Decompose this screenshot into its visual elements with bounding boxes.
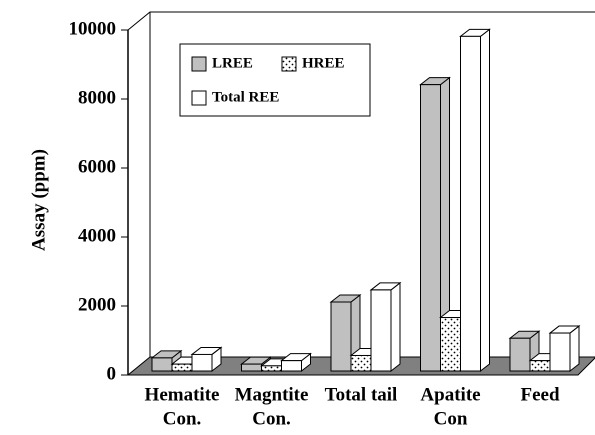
back-wall (127, 11, 595, 31)
bar (329, 293, 362, 373)
bar-face (549, 332, 571, 372)
legend-label: HREE (302, 55, 345, 71)
bar-face (151, 357, 173, 372)
y-tick-label: 8000 (78, 87, 116, 108)
legend-swatch (281, 56, 297, 72)
y-tick-label: 10000 (69, 18, 117, 39)
bar-face (509, 337, 531, 372)
x-tick-label: Con. (163, 408, 202, 429)
legend-swatch (191, 56, 207, 72)
x-tick-label: Apatite (420, 384, 480, 405)
bar-face (440, 317, 461, 372)
bar-face (480, 28, 490, 373)
legend (179, 43, 371, 117)
bar-face (390, 281, 401, 373)
bar-face (330, 301, 352, 372)
x-tick-label: Total tail (325, 384, 398, 405)
bar-face (261, 365, 282, 372)
bar (369, 281, 402, 373)
y-tick-label: 0 (107, 363, 117, 384)
bar (190, 346, 223, 373)
bar-face (569, 325, 580, 373)
bar-face (350, 354, 372, 372)
bar-face (420, 84, 441, 372)
legend-label: LREE (212, 55, 253, 71)
bar-face (171, 363, 193, 372)
legend-swatch (191, 90, 207, 106)
legend-label: Total REE (212, 89, 279, 105)
bar (280, 352, 312, 373)
x-tick-label: Con. (252, 408, 291, 429)
bar-face (281, 360, 302, 372)
bar (548, 325, 581, 373)
x-tick-label: Con (434, 408, 468, 429)
bar-face (529, 360, 551, 372)
bar-face (191, 353, 213, 372)
x-tick-label: Hematite (145, 384, 220, 405)
bar (459, 28, 491, 373)
y-tick-label: 2000 (78, 294, 116, 315)
bar-face (460, 35, 481, 372)
y-axis-label: Assay (ppm) (28, 149, 49, 251)
x-tick-label: Feed (520, 384, 559, 405)
y-tick-label: 4000 (78, 225, 116, 246)
x-tick-label: Magntite (235, 384, 309, 405)
bar-face (370, 289, 392, 372)
bar-face (241, 363, 262, 372)
y-tick-label: 6000 (78, 156, 116, 177)
